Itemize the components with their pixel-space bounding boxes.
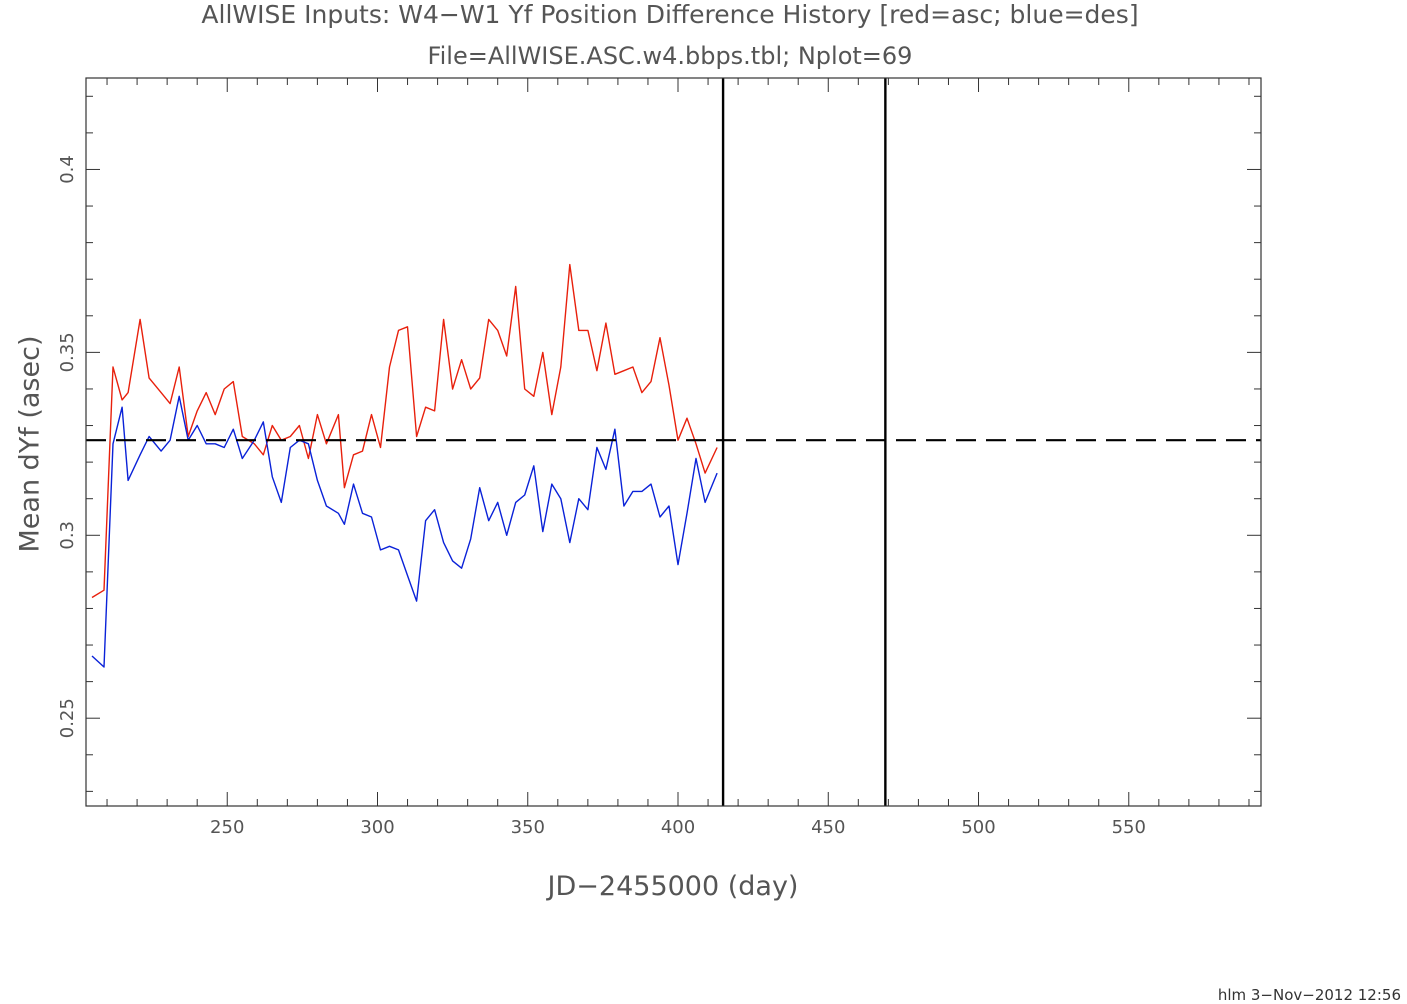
x-tick-label: 400 bbox=[661, 817, 695, 838]
x-tick-label: 350 bbox=[511, 817, 545, 838]
y-tick-label: 0.3 bbox=[57, 521, 78, 550]
reference-lines bbox=[86, 78, 1261, 806]
series-line-des bbox=[91, 395, 718, 668]
chart-title: AllWISE Inputs: W4−W1 Yf Position Differ… bbox=[201, 0, 1139, 29]
axis-tick-labels: 250 300 350 400 450 500 550 0.25 0.3 0.35 0.4 bbox=[57, 155, 1146, 838]
y-tick-label: 0.35 bbox=[57, 332, 78, 372]
axis-ticks bbox=[86, 78, 1261, 806]
x-tick-label: 300 bbox=[360, 817, 394, 838]
x-tick-label: 500 bbox=[961, 817, 995, 838]
chart-subtitle: File=AllWISE.ASC.w4.bbps.tbl; Nplot=69 bbox=[427, 42, 913, 70]
x-tick-label: 250 bbox=[210, 817, 244, 838]
x-axis-label: JD−2455000 (day) bbox=[547, 871, 799, 902]
y-tick-label: 0.25 bbox=[57, 698, 78, 738]
series-layer bbox=[91, 263, 718, 668]
series-line-asc bbox=[91, 263, 718, 599]
y-tick-label: 0.4 bbox=[57, 155, 78, 184]
x-tick-label: 550 bbox=[1112, 817, 1146, 838]
plot-frame bbox=[85, 77, 1262, 807]
y-axis-label: Mean dYf (asec) bbox=[14, 335, 46, 553]
footer-stamp: hlm 3−Nov−2012 12:56 bbox=[1217, 986, 1401, 1004]
x-tick-label: 450 bbox=[811, 817, 845, 838]
